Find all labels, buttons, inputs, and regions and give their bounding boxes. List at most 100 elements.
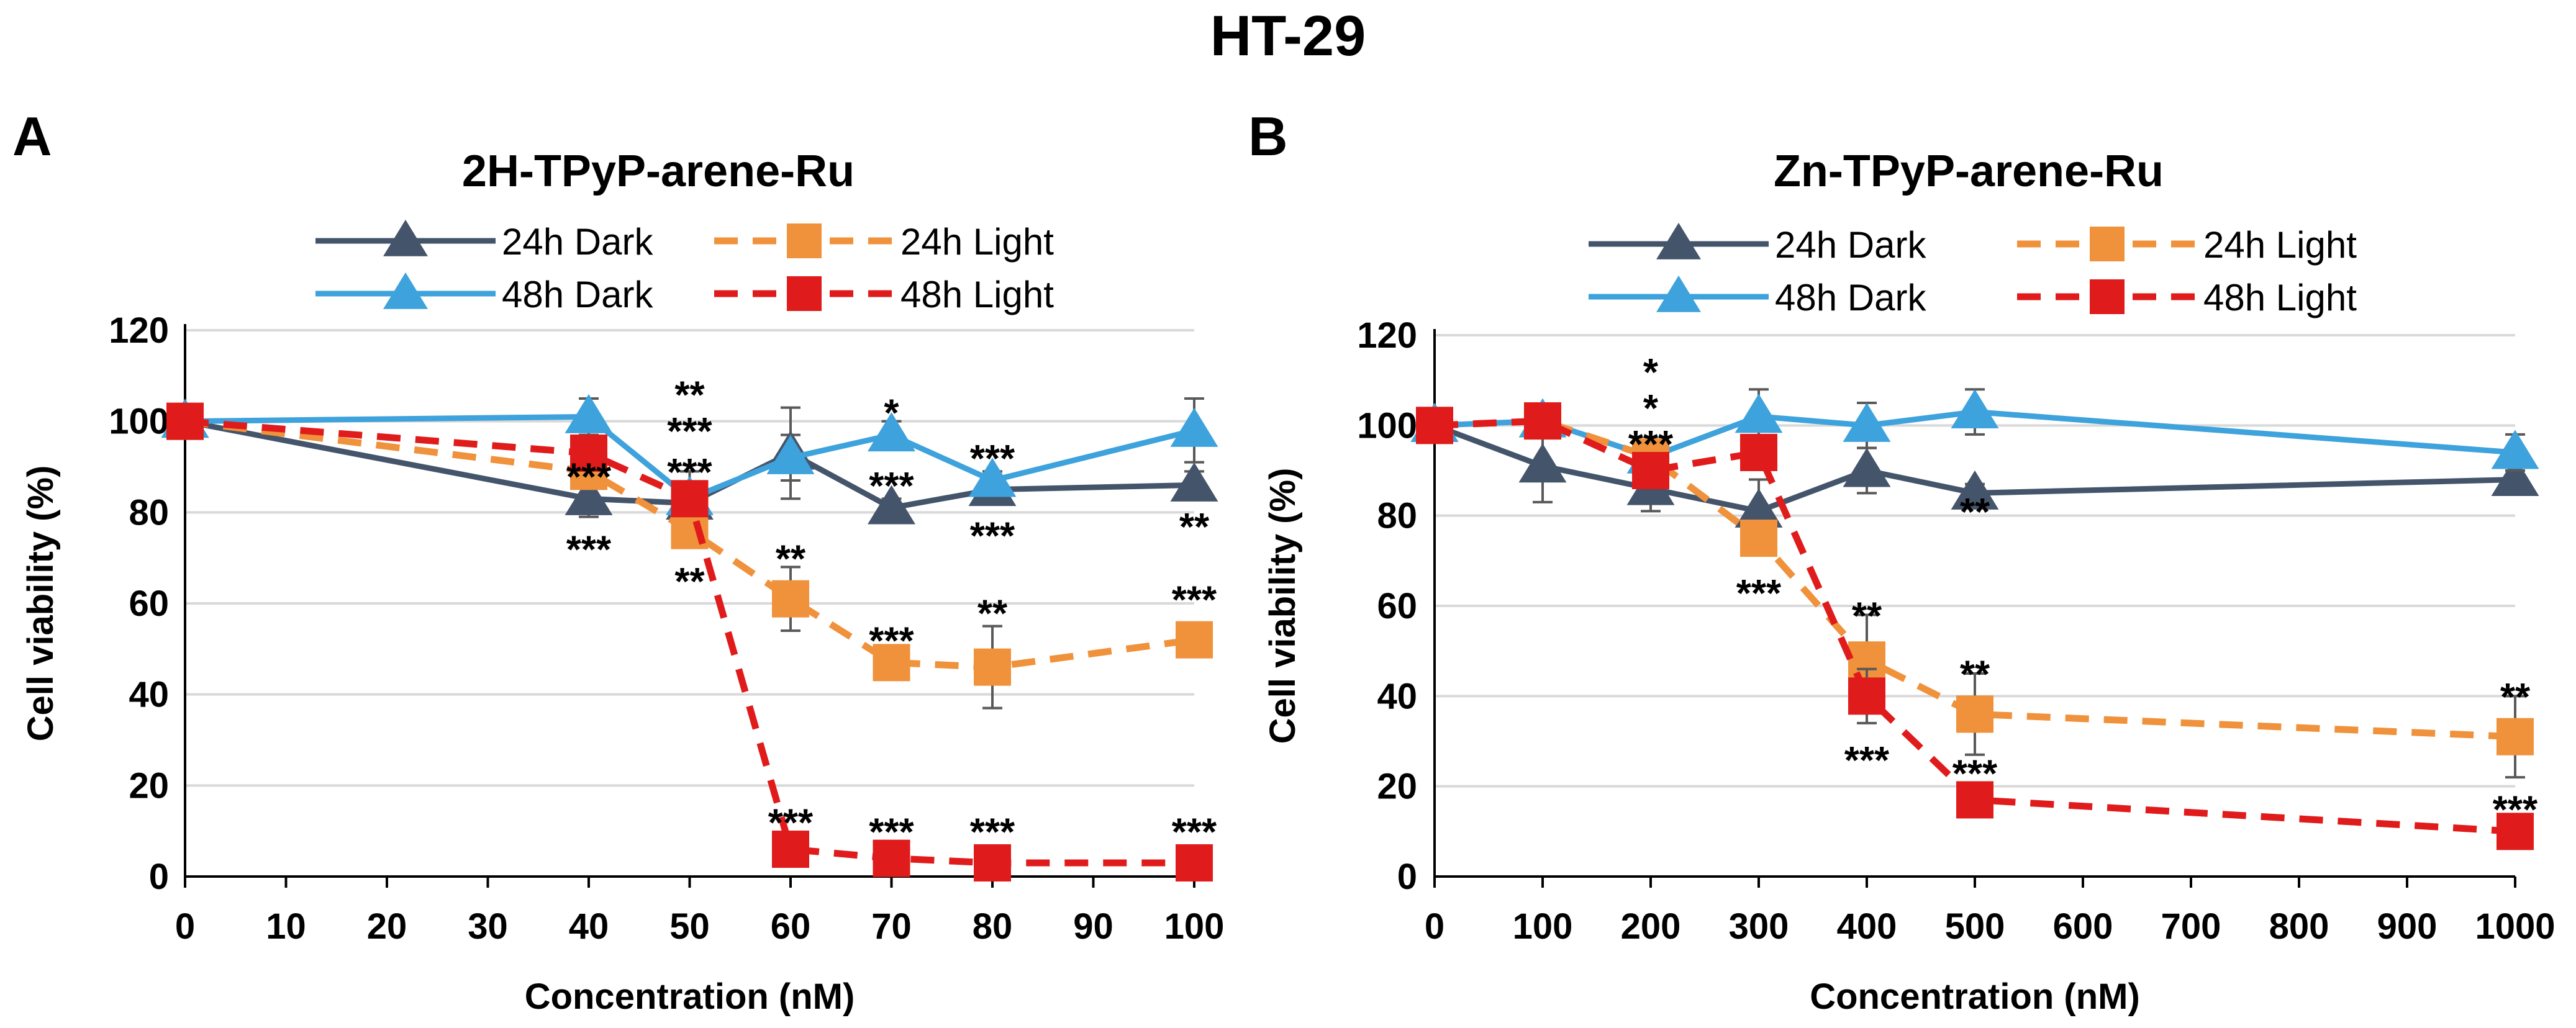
- data-point: [968, 458, 1017, 497]
- x-tick-label: 0: [175, 906, 195, 947]
- legend-item: 24h Dark: [315, 219, 653, 263]
- significance-annotation: **: [2500, 676, 2531, 719]
- significance-annotation: ***: [1172, 579, 1217, 621]
- legend-item: 48h Light: [714, 274, 1054, 315]
- legend-item: 24h Dark: [1589, 222, 1926, 266]
- data-point: [565, 394, 613, 433]
- data-point: [974, 648, 1011, 686]
- significance-annotation: *: [1643, 351, 1659, 394]
- x-tick-label: 400: [1837, 906, 1897, 947]
- significance-annotation: **: [1852, 595, 1882, 638]
- x-tick-label: 40: [569, 906, 609, 947]
- y-tick-label: 100: [1357, 405, 1417, 446]
- x-tick-label: 800: [2269, 906, 2329, 947]
- y-tick-label: 100: [109, 402, 169, 442]
- significance-annotation: ***: [970, 515, 1015, 558]
- legend-item: 48h Light: [2017, 277, 2357, 318]
- data-point: [565, 476, 613, 515]
- data-point: [868, 412, 915, 452]
- panel-b: B Zn-TPyP-arene-Ru 0 20 40 60 80 100 120 0 100 200 3…: [1248, 106, 2556, 1017]
- data-point: [1956, 695, 1993, 733]
- y-tick-label: 0: [149, 857, 169, 897]
- x-axis-label: Concentration (nM): [525, 976, 855, 1017]
- x-tick-label: 30: [468, 906, 508, 947]
- legend-label: 48h Light: [2203, 277, 2357, 318]
- figure-title: HT-29: [1210, 4, 1366, 68]
- x-tick-label: 100: [1164, 906, 1225, 947]
- y-tick-label: 120: [109, 310, 169, 351]
- panel-label: B: [1248, 106, 1288, 167]
- x-tick-label: 200: [1621, 906, 1681, 947]
- data-point: [1735, 488, 1783, 528]
- y-tick-label: 20: [1377, 767, 1417, 807]
- significance-annotation: **: [776, 538, 806, 580]
- y-tick-label: 20: [129, 765, 169, 806]
- x-tick-label: 70: [871, 906, 912, 947]
- data-point: [166, 402, 204, 440]
- x-tick-label: 90: [1073, 906, 1113, 947]
- data-point: [772, 580, 809, 618]
- legend-marker: [1656, 222, 1701, 259]
- panel-a: A 2H-TPyP-arene-Ru 0 20 40 60 80 100 120 0 10 20 30 4…: [12, 106, 1224, 1017]
- significance-annotation: ***: [768, 802, 814, 845]
- panel-label: A: [12, 106, 52, 167]
- significance-annotation: ***: [566, 529, 612, 572]
- significance-annotation: ***: [1628, 423, 1674, 466]
- y-tick-label: 80: [129, 492, 169, 533]
- x-axis-label: Concentration (nM): [1810, 976, 2140, 1017]
- legend-item: 48h Dark: [1589, 275, 1926, 318]
- chart-title: 2H-TPyP-arene-Ru: [462, 147, 855, 196]
- y-tick-label: 40: [1377, 676, 1417, 716]
- legend-label: 48h Dark: [502, 274, 653, 315]
- chart-title: Zn-TPyP-arene-Ru: [1774, 147, 2164, 196]
- data-point: [1740, 433, 1777, 471]
- data-point: [1176, 621, 1213, 659]
- significance-annotation: ***: [667, 410, 712, 453]
- data-point: [873, 839, 910, 877]
- x-tick-label: 1000: [2475, 906, 2555, 947]
- data-point: [2491, 430, 2539, 469]
- data-point: [1170, 462, 1218, 502]
- legend-item: 24h Light: [714, 221, 1054, 263]
- legend-label: 24h Light: [2203, 224, 2357, 266]
- data-point: [772, 831, 809, 868]
- x-tick-label: 300: [1729, 906, 1789, 947]
- legend-label: 48h Dark: [1775, 277, 1926, 318]
- x-tick-label: 80: [973, 906, 1013, 947]
- data-point: [1956, 781, 1993, 819]
- y-tick-label: 80: [1377, 496, 1417, 536]
- series-48h-light: [1416, 402, 2534, 850]
- data-point: [1843, 402, 1891, 442]
- data-point: [1170, 407, 1218, 447]
- legend-label: 24h Dark: [1775, 224, 1926, 266]
- series-48h-light: [166, 402, 1213, 881]
- data-point: [766, 435, 815, 474]
- data-point: [1518, 443, 1567, 483]
- legend-marker: [383, 219, 428, 256]
- significance-annotation: **: [1960, 654, 1990, 697]
- y-tick-label: 40: [129, 675, 169, 715]
- legend-label: 24h Dark: [502, 221, 653, 263]
- significance-annotation: ***: [970, 438, 1015, 480]
- x-tick-label: 60: [771, 906, 811, 947]
- x-tick-label: 500: [1945, 906, 2005, 947]
- significance-annotation: ***: [2493, 789, 2538, 832]
- data-point: [2497, 718, 2534, 755]
- legend-marker: [2090, 227, 2125, 261]
- data-point: [671, 480, 709, 518]
- significance-annotation: ***: [869, 811, 914, 854]
- significance-annotation: **: [674, 561, 705, 603]
- significance-annotation: *: [884, 392, 899, 435]
- significance-annotation: ***: [1172, 811, 1217, 854]
- significance-annotation: ***: [869, 620, 914, 662]
- data-point: [570, 435, 607, 472]
- significance-annotation: **: [1960, 491, 1990, 534]
- y-tick-label: 120: [1357, 315, 1417, 356]
- legend-label: 48h Light: [900, 274, 1054, 315]
- data-point: [1416, 407, 1453, 444]
- data-point: [868, 485, 915, 525]
- data-point: [1848, 677, 1885, 715]
- y-tick-label: 0: [1397, 857, 1417, 897]
- x-tick-label: 20: [367, 906, 407, 947]
